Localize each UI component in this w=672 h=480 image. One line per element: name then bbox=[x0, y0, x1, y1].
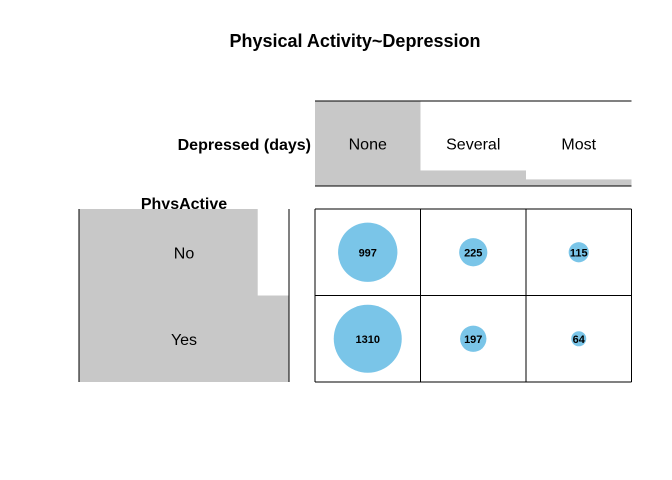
count-label: 197 bbox=[464, 334, 482, 346]
column-variable-label: Depressed (days) bbox=[178, 137, 311, 154]
row-label-yes: Yes bbox=[171, 332, 197, 349]
count-label: 64 bbox=[573, 334, 586, 346]
row-variable-label: PhysActive bbox=[141, 196, 227, 213]
column-bar-several bbox=[420, 170, 526, 186]
column-label-several: Several bbox=[446, 137, 500, 154]
balloon-yes-none bbox=[333, 304, 402, 373]
column-label-none: None bbox=[349, 137, 387, 154]
chart-title: Physical Activity~Depression bbox=[230, 31, 481, 51]
count-label: 225 bbox=[464, 247, 482, 259]
column-bar-none bbox=[315, 101, 421, 186]
row-bar-yes bbox=[79, 295, 289, 382]
balloon-no-none bbox=[338, 222, 398, 282]
column-margin-bars bbox=[315, 100, 632, 187]
balloons bbox=[333, 222, 589, 373]
balloon-no-several bbox=[459, 238, 488, 267]
count-labels: 997 225 115 1310 197 64 bbox=[356, 247, 588, 346]
column-level-labels: None Several Most bbox=[349, 137, 597, 154]
column-label-most: Most bbox=[561, 137, 596, 154]
column-bar-most bbox=[526, 179, 632, 186]
row-level-labels: No Yes bbox=[171, 245, 197, 349]
balloon-yes-most bbox=[571, 331, 587, 347]
balloon-yes-several bbox=[460, 325, 487, 352]
balloon-no-most bbox=[568, 242, 589, 263]
row-label-no: No bbox=[174, 245, 195, 262]
cell-grid bbox=[314, 208, 632, 383]
count-label: 115 bbox=[570, 247, 588, 259]
count-label: 997 bbox=[359, 247, 377, 259]
row-bar-no bbox=[79, 209, 258, 296]
count-label: 1310 bbox=[356, 334, 380, 346]
row-margin-bars bbox=[78, 209, 290, 382]
